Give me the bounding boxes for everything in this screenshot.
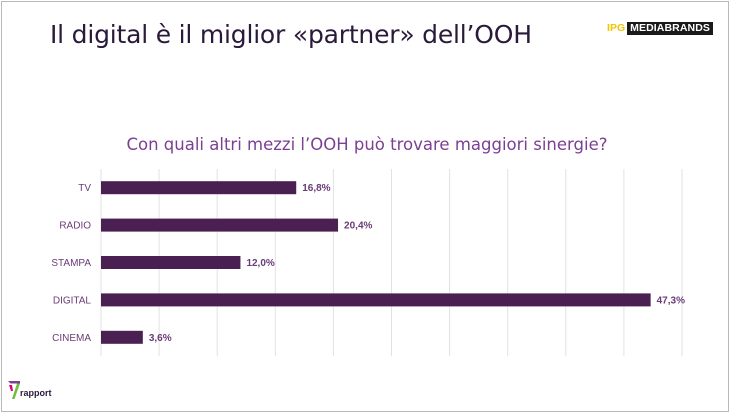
- footer-logo: rapport: [8, 380, 52, 400]
- chart-title: Con quali altri mezzi l’OOH può trovare …: [126, 135, 608, 154]
- category-label: CINEMA: [52, 333, 91, 344]
- bar: [101, 218, 339, 232]
- bar: [101, 256, 241, 269]
- bar: [101, 330, 143, 344]
- data-label: 47,3%: [657, 295, 685, 306]
- category-label: RADIO: [59, 221, 91, 232]
- category-label: STAMPA: [51, 258, 91, 269]
- data-label: 3,6%: [149, 333, 172, 344]
- page-title: Il digital è il miglior «partner» dell’O…: [50, 20, 532, 49]
- data-label: 16,8%: [302, 183, 330, 194]
- data-label: 20,4%: [344, 221, 372, 232]
- brand-name: MEDIABRANDS: [627, 22, 713, 35]
- data-label: 12,0%: [246, 258, 274, 269]
- category-label: TV: [78, 183, 91, 194]
- bar: [101, 181, 297, 195]
- bar: [101, 293, 651, 307]
- brand-logo: IPG MEDIABRANDS: [607, 22, 713, 35]
- brand-prefix: IPG: [607, 22, 626, 34]
- category-label: DIGITAL: [53, 295, 92, 306]
- rapport-logo-icon: [8, 381, 20, 399]
- footer-logo-text: rapport: [20, 388, 52, 398]
